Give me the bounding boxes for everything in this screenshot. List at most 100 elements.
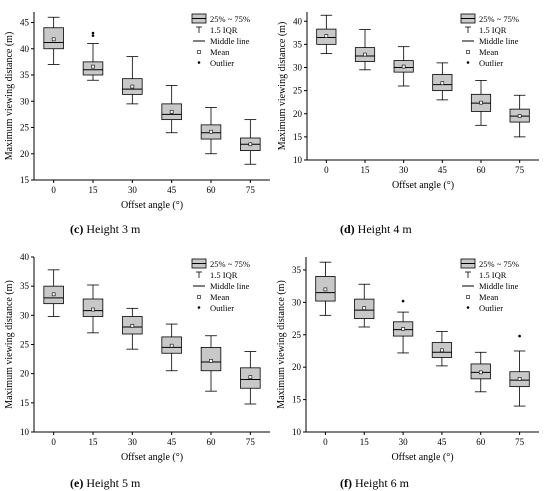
x-tick-label: 45 [167, 437, 177, 447]
caption-text: Height 3 m [83, 222, 141, 236]
box-15 [82, 284, 104, 334]
y-tick-label: 10 [20, 427, 30, 437]
chart-panel-1: 10 15 20 25 30 35 40 0 15 30 45 60 75 Offset angle (°… [277, 12, 539, 236]
x-tick-label: 30 [399, 165, 409, 175]
legend-median-label: Middle line [210, 36, 250, 46]
mean-marker [169, 343, 174, 348]
y-tick-label: 25 [20, 123, 30, 133]
outlier-marker [91, 34, 95, 37]
box-60 [200, 107, 222, 155]
legend-outlier-label: Outlier [210, 303, 234, 313]
outlier-marker [518, 334, 521, 338]
y-tick-label: 30 [292, 297, 302, 307]
mean-marker [51, 37, 56, 42]
box-45 [431, 331, 453, 367]
x-tick-label: 30 [399, 437, 409, 447]
mean-marker [323, 287, 328, 292]
legend-mean-sample [466, 50, 470, 54]
legend-outlier-sample [466, 61, 470, 64]
mean-marker [517, 377, 522, 381]
x-tick-label: 0 [323, 437, 328, 447]
x-tick-label: 60 [207, 437, 217, 447]
mean-marker [440, 348, 444, 353]
box-0 [316, 14, 337, 55]
x-tick-label: 75 [246, 185, 256, 195]
box-30 [392, 299, 414, 354]
y-axis-title: Maximum viewing distance (m) [277, 22, 288, 151]
box-0 [43, 269, 64, 317]
x-tick-label: 0 [324, 165, 329, 175]
x-axis-title: Offset angle (°) [392, 180, 454, 191]
mean-marker [440, 81, 445, 86]
legend-mean-label: Mean [210, 292, 230, 302]
x-tick-label: 45 [437, 437, 447, 447]
x-tick-label: 60 [207, 185, 217, 195]
x-axis-title: Offset angle (°) [121, 452, 183, 463]
box-75 [240, 351, 261, 405]
caption-text: Height 4 m [355, 222, 413, 236]
mean-marker [209, 359, 213, 363]
mean-marker [401, 327, 405, 331]
box-0 [43, 16, 64, 65]
mean-marker [248, 142, 253, 147]
y-tick-label: 15 [20, 175, 30, 185]
y-tick-label: 20 [20, 149, 30, 159]
x-tick-label: 75 [515, 437, 525, 447]
legend-box-label: 25% ~ 75% [210, 259, 250, 269]
mean-marker [401, 64, 406, 69]
legend-box-label: 25% ~ 75% [479, 14, 519, 24]
x-tick-label: 60 [477, 165, 487, 175]
legend-median-label: Middle line [479, 36, 519, 46]
chart-panel-2: 10 15 20 25 30 35 40 0 15 30 45 60 75 Offset angle (°… [4, 252, 270, 490]
box-30 [122, 56, 143, 105]
x-tick-label: 15 [89, 185, 99, 195]
panel-caption: (c) Height 3 m [70, 222, 141, 236]
box-15 [82, 31, 104, 81]
legend-median-label: Middle line [479, 281, 519, 291]
x-tick-label: 15 [89, 437, 99, 447]
y-tick-label: 35 [20, 70, 30, 80]
box-30 [122, 307, 143, 350]
mean-marker [479, 100, 483, 105]
x-tick-label: 30 [128, 437, 138, 447]
x-tick-label: 75 [246, 437, 256, 447]
outlier-marker [401, 299, 405, 303]
y-tick-label: 35 [20, 281, 30, 291]
box-75 [509, 94, 530, 138]
x-tick-label: 45 [167, 185, 177, 195]
y-tick-label: 40 [20, 252, 30, 262]
legend-mean-sample [197, 295, 201, 299]
mean-marker [478, 370, 483, 375]
mean-marker [363, 52, 367, 57]
legend-median-label: Middle line [210, 281, 250, 291]
box-15 [354, 283, 375, 328]
legend-outlier-label: Outlier [479, 58, 503, 68]
legend-mean-label: Mean [479, 292, 499, 302]
panel-caption: (d) Height 4 m [340, 222, 412, 236]
y-tick-label: 25 [292, 330, 302, 340]
y-axis-title: Maximum viewing distance (m) [4, 32, 15, 161]
y-tick-label: 20 [20, 369, 30, 379]
caption-letter: (f) [340, 476, 352, 490]
y-tick-label: 15 [20, 398, 30, 408]
x-axis-title: Offset angle (°) [121, 200, 183, 211]
y-tick-label: 40 [293, 16, 303, 26]
mean-marker [362, 306, 367, 311]
legend-outlier-sample [197, 306, 201, 309]
y-tick-label: 15 [292, 395, 302, 405]
box-15 [354, 29, 376, 71]
y-tick-label: 20 [293, 109, 303, 119]
mean-marker [324, 34, 329, 38]
legend-mean-label: Mean [210, 47, 230, 57]
box-45 [161, 85, 182, 134]
legend-whisker-label: 1.5 IQR [479, 25, 507, 35]
y-tick-label: 40 [20, 44, 30, 54]
x-tick-label: 75 [515, 165, 525, 175]
x-tick-label: 45 [438, 165, 448, 175]
chart-panel-3: 10 15 20 25 30 35 0 15 30 45 60 75 Offset angle (°) M… [276, 257, 539, 490]
mean-marker [248, 375, 253, 379]
y-tick-label: 20 [292, 362, 302, 372]
box-60 [200, 335, 222, 392]
mean-marker [209, 129, 213, 134]
